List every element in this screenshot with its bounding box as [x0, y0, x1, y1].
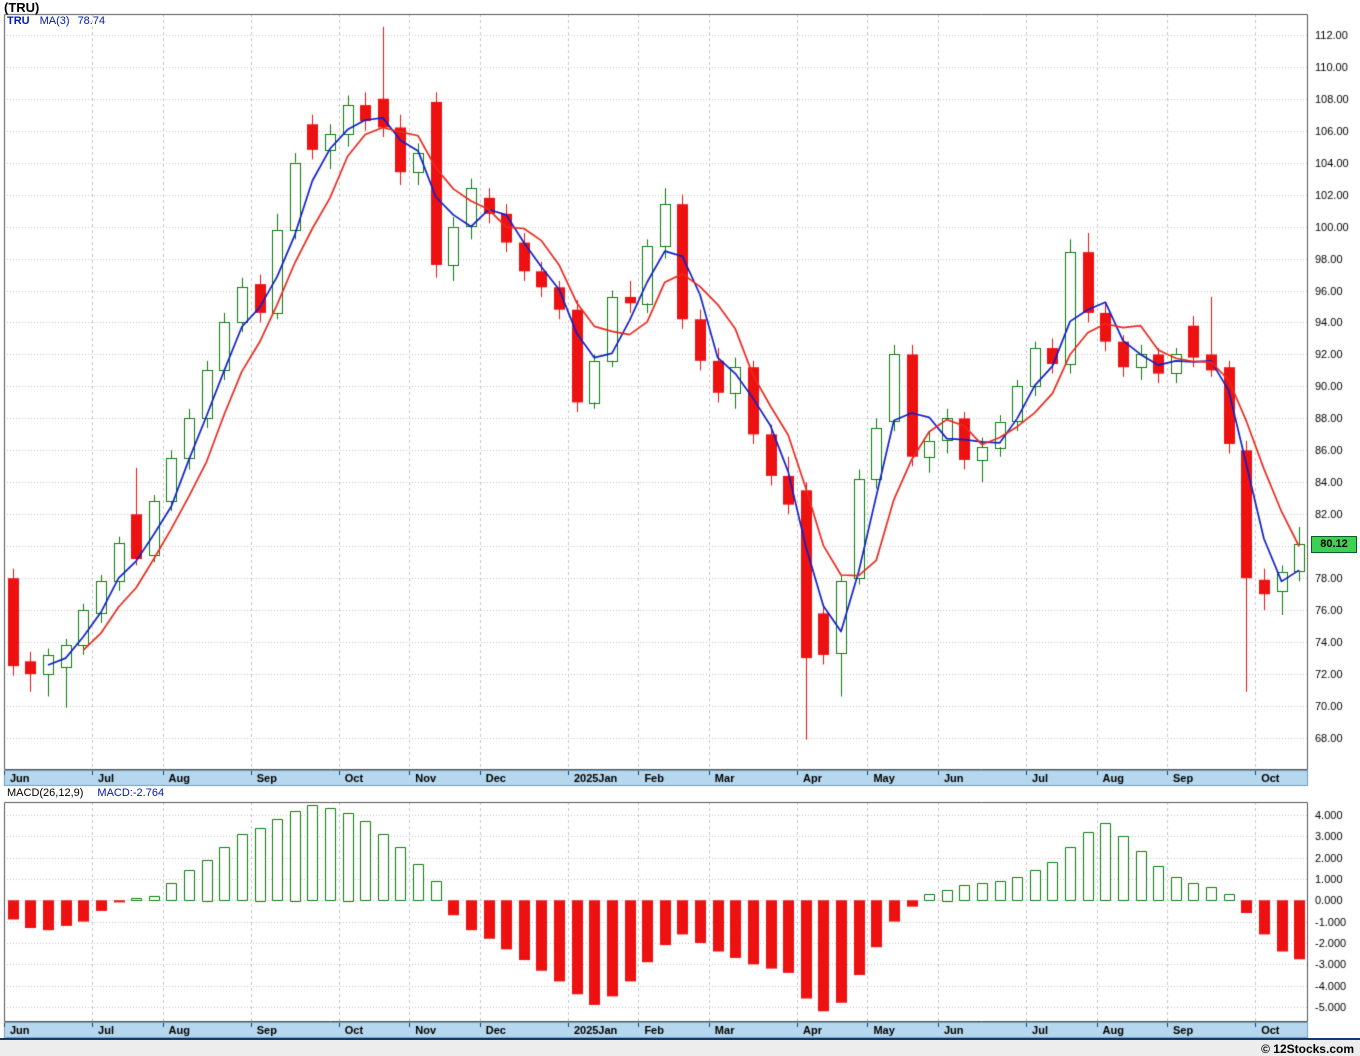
footer-bar: © 12Stocks.com: [0, 1038, 1360, 1056]
macd-legend: MACD(26,12,9) MACD:-2.764: [7, 787, 164, 799]
copyright-link[interactable]: © 12Stocks.com: [1261, 1042, 1354, 1056]
price-legend: TRU MA(3) 78.74: [7, 15, 105, 27]
macd-value-label: MACD:-2.764: [97, 787, 165, 799]
macd-params-label: MACD(26,12,9): [7, 787, 84, 799]
legend-ma-value: 78.74: [77, 15, 106, 27]
legend-symbol: TRU: [7, 15, 30, 27]
chart-title: (TRU): [4, 0, 40, 15]
legend-ma-label: MA(3): [39, 15, 70, 27]
last-price-badge: 80.12: [1311, 536, 1357, 553]
